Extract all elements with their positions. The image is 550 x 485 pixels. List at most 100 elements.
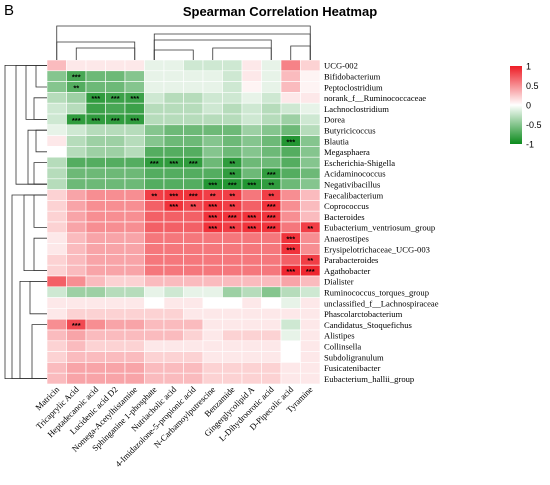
heatmap-cell <box>280 340 301 352</box>
row-label: Bifidobacterium <box>324 72 381 82</box>
heatmap-cell <box>66 297 87 309</box>
heatmap-cell <box>261 135 282 147</box>
heatmap-cell <box>105 318 126 331</box>
heatmap-cell <box>222 286 243 298</box>
dendrogram-branch <box>33 194 47 228</box>
panel-label: B <box>4 2 15 19</box>
heatmap-cell <box>105 372 126 385</box>
heatmap-cell <box>261 318 282 331</box>
heatmap-cell <box>144 146 165 158</box>
heatmap-cell <box>183 113 204 126</box>
heatmap-cell <box>85 243 106 255</box>
row-label: Acidaminococcus <box>324 169 386 179</box>
dendrogram-branch <box>290 45 311 60</box>
significance-mark: *** <box>111 94 120 103</box>
heatmap-cell <box>105 81 126 93</box>
heatmap-cell <box>280 102 301 115</box>
heatmap-cell <box>183 232 204 244</box>
heatmap-cell <box>163 286 184 298</box>
heatmap-cell <box>144 70 165 82</box>
significance-mark: *** <box>286 235 295 244</box>
heatmap-cell <box>261 70 282 82</box>
significance-mark: *** <box>247 213 256 222</box>
heatmap-cell <box>85 297 106 309</box>
row-label: Erysipelotrichaceae_UCG-003 <box>324 244 430 254</box>
heatmap-cell <box>124 318 145 331</box>
heatmap-cell <box>85 254 106 266</box>
heatmap-cell <box>261 113 282 126</box>
heatmap-cell <box>241 102 262 115</box>
heatmap-cell <box>280 318 301 331</box>
significance-mark: ** <box>229 170 235 179</box>
heatmap-cell <box>222 254 243 266</box>
dendrogram-branch <box>15 65 47 185</box>
heatmap-cell <box>222 81 243 93</box>
heatmap-cell <box>46 372 67 385</box>
heatmap-cell <box>124 178 145 190</box>
heatmap-cell <box>222 351 243 363</box>
row-label: Blautia <box>324 136 349 146</box>
heatmap-cell <box>202 297 223 309</box>
heatmap-cell <box>300 297 321 309</box>
row-label: Agathobacter <box>324 266 370 276</box>
heatmap-cell <box>85 167 106 180</box>
heatmap-cell <box>144 200 165 212</box>
heatmap-cell <box>46 275 67 288</box>
heatmap-cell <box>85 362 106 374</box>
significance-mark: ** <box>229 191 235 200</box>
heatmap-cell <box>144 318 165 331</box>
heatmap-cell <box>202 340 223 352</box>
heatmap-cell <box>66 135 87 147</box>
dendrogram-branch <box>153 33 311 60</box>
significance-mark: *** <box>286 245 295 254</box>
heatmap-cell <box>46 308 67 320</box>
heatmap-cell <box>241 189 262 201</box>
heatmap-cell <box>46 178 67 190</box>
heatmap-cell <box>183 286 204 298</box>
heatmap-cell <box>183 135 204 147</box>
heatmap-cell <box>222 124 243 136</box>
heatmap-cell <box>66 308 87 320</box>
heatmap-cell <box>124 372 145 385</box>
row-label: Collinsella <box>324 342 361 352</box>
heatmap-cell <box>241 70 262 82</box>
significance-mark: *** <box>189 191 198 200</box>
heatmap-cell <box>300 329 321 342</box>
heatmap-cell <box>124 340 145 352</box>
heatmap-cell <box>280 210 301 223</box>
heatmap-cell <box>202 146 223 158</box>
heatmap-cell <box>183 178 204 190</box>
heatmap-cell <box>280 167 301 180</box>
significance-mark: ** <box>210 191 216 200</box>
column-dendrogram <box>56 25 311 60</box>
row-dendrogram <box>4 65 47 379</box>
heatmap-cell <box>46 232 67 244</box>
heatmap-cell <box>163 146 184 158</box>
heatmap-cell <box>300 92 321 104</box>
heatmap-cell <box>46 156 67 169</box>
significance-mark: ** <box>268 181 274 190</box>
colorbar-tick-label: 0.5 <box>526 81 539 91</box>
heatmap-cell <box>202 92 223 104</box>
significance-mark: *** <box>208 224 217 233</box>
heatmap-cell <box>85 275 106 288</box>
significance-mark: ** <box>307 256 313 265</box>
heatmap-cell <box>222 232 243 244</box>
row-label: Ruminococcus_torques_group <box>324 288 429 298</box>
heatmap-cell <box>202 70 223 82</box>
heatmap-cell <box>66 362 87 374</box>
heatmap-cell <box>222 372 243 385</box>
heatmap-cell <box>46 254 67 266</box>
dendrogram-branch <box>4 65 47 379</box>
heatmap-cell <box>105 221 126 234</box>
heatmap-cell <box>124 351 145 363</box>
heatmap-cell <box>46 210 67 223</box>
heatmap-cell <box>85 340 106 352</box>
heatmap-cell <box>105 340 126 352</box>
significance-mark: *** <box>150 159 159 168</box>
heatmap-cell <box>183 275 204 288</box>
heatmap-cell <box>261 232 282 244</box>
colorbar-tick-label: 1 <box>526 62 531 72</box>
heatmap-cell <box>241 81 262 93</box>
significance-mark: *** <box>228 181 237 190</box>
